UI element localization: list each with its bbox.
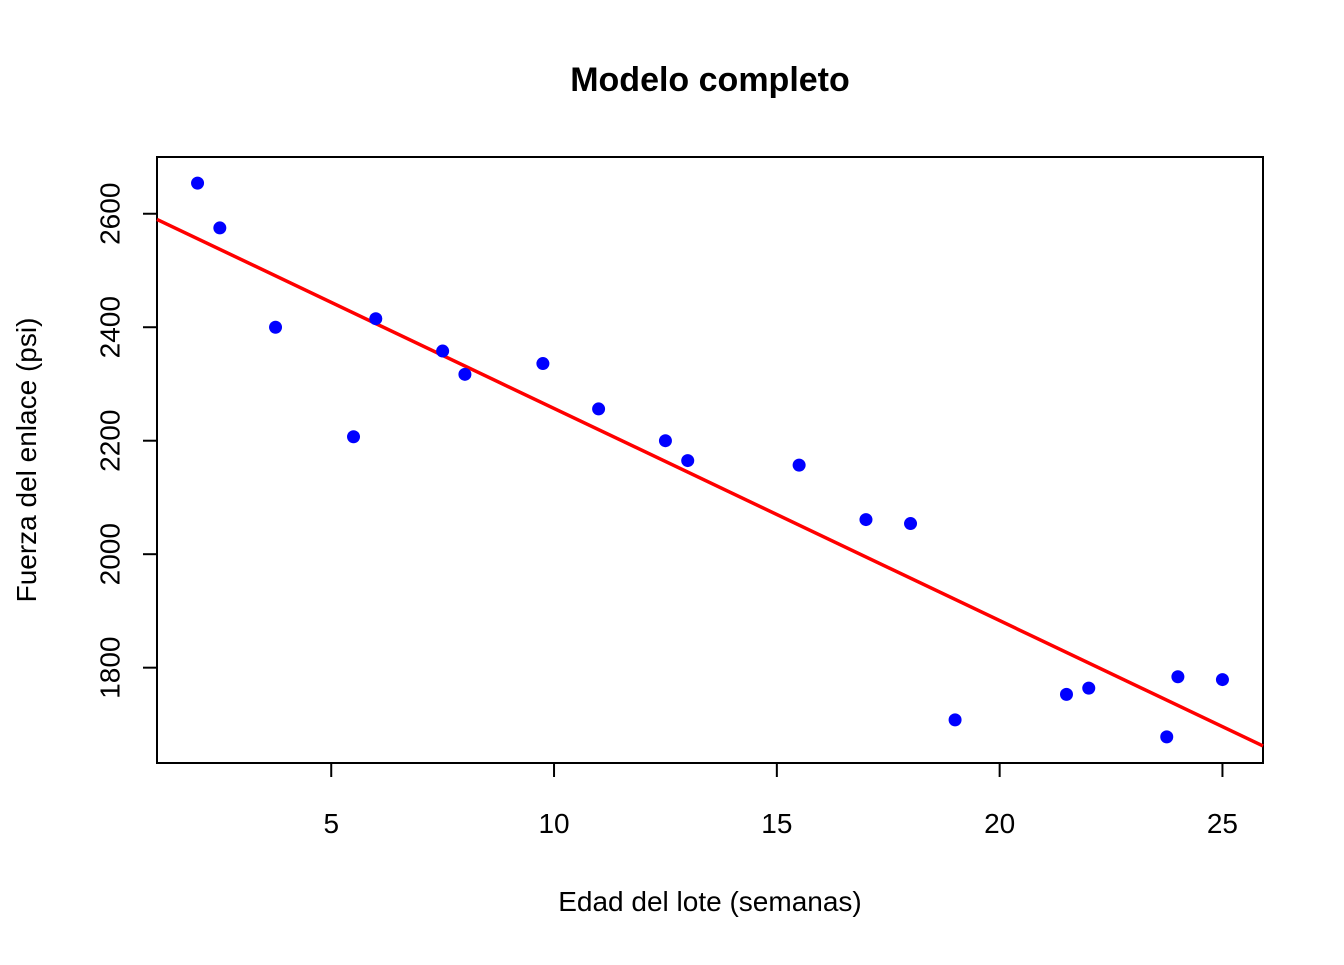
y-tick-label: 2600: [94, 183, 125, 245]
data-point: [369, 312, 383, 326]
data-point: [1160, 730, 1174, 744]
data-point: [347, 430, 361, 444]
data-point: [948, 713, 962, 727]
y-tick-label: 2400: [94, 296, 125, 358]
x-tick-label: 15: [761, 808, 792, 839]
data-point: [859, 513, 873, 527]
y-tick-label: 1800: [94, 637, 125, 699]
data-point: [269, 320, 283, 334]
x-tick-label: 10: [538, 808, 569, 839]
data-point: [792, 458, 806, 472]
data-point: [1215, 673, 1229, 687]
data-point: [191, 176, 205, 190]
data-point: [904, 517, 918, 531]
x-axis: 5 10 15 20 25: [323, 762, 1238, 839]
fit-line-layer: [156, 217, 1264, 748]
data-point: [681, 454, 695, 468]
points-layer: [191, 176, 1229, 744]
y-axis: 1800 2000 2200 2400 2600: [94, 183, 158, 699]
data-point: [436, 344, 450, 358]
data-point: [658, 434, 672, 448]
data-point: [1059, 687, 1073, 701]
y-axis-label: Fuerza del enlace (psi): [11, 318, 42, 603]
data-point: [592, 402, 606, 416]
data-point: [1082, 681, 1096, 695]
y-tick-label: 2000: [94, 523, 125, 585]
x-axis-label: Edad del lote (semanas): [558, 886, 862, 917]
x-tick-label: 5: [323, 808, 339, 839]
y-tick-label: 2200: [94, 410, 125, 472]
x-tick-label: 20: [984, 808, 1015, 839]
data-point: [1171, 670, 1185, 684]
chart-title: Modelo completo: [570, 61, 850, 99]
regression-line: [156, 217, 1264, 748]
data-point: [458, 367, 472, 381]
x-tick-label: 25: [1207, 808, 1238, 839]
data-point: [213, 221, 227, 235]
data-point: [536, 357, 550, 371]
